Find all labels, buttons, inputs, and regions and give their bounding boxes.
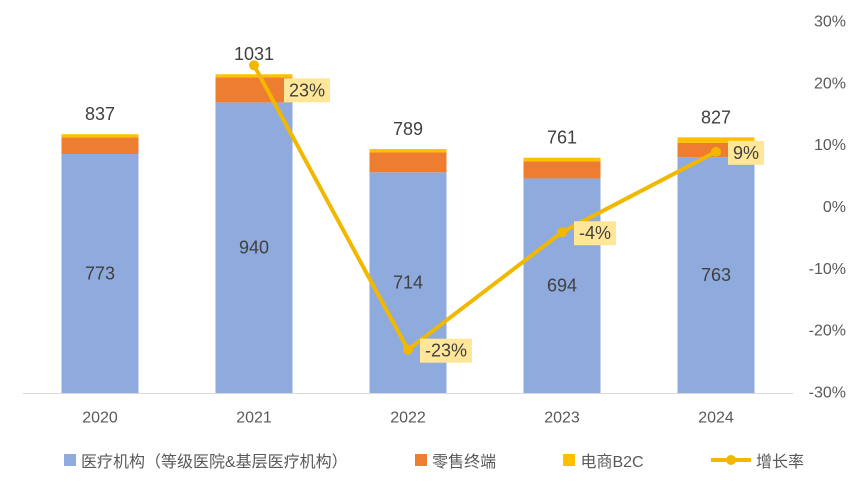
right-axis-tick-label: 10% <box>814 137 846 154</box>
right-axis-tick-label: 20% <box>814 75 846 92</box>
legend-marker-growth-rate <box>725 455 736 465</box>
line-value-label-box-growth-rate-2024 <box>728 140 765 165</box>
bar-segment-medical-institutions-2024 <box>677 157 755 393</box>
right-axis-tick-label: -20% <box>809 323 846 340</box>
right-axis-tick-label: 30% <box>814 14 846 31</box>
x-axis-tick-label-2023: 2023 <box>544 410 580 427</box>
bar-value-label-medical-institutions-2020: 773 <box>85 264 115 284</box>
line-point-group <box>249 60 721 355</box>
total-label-2020: 837 <box>85 104 115 124</box>
line-value-label-growth-rate-2022: -23% <box>425 341 467 361</box>
total-label-2022: 789 <box>393 119 423 139</box>
bar-segment-retail-terminals-2020 <box>61 137 139 155</box>
x-axis-tick-label-2020: 2020 <box>82 410 118 427</box>
line-value-label-growth-rate-2021: 23% <box>289 80 325 100</box>
line-point-growth-rate-2022 <box>403 344 413 355</box>
bar-segment-ecommerce-b2c-2021 <box>215 74 293 78</box>
right-axis: 30% 20% 10% 0% -10% -20% -30% <box>809 14 846 402</box>
legend-label-retail-terminals: 零售终端 <box>432 454 497 471</box>
right-axis-tick-label: 0% <box>823 199 846 216</box>
legend-item-retail-terminals: 零售终端 <box>415 448 496 472</box>
line-value-label-growth-rate-2024: 9% <box>733 143 759 163</box>
line-point-growth-rate-2021 <box>249 60 259 71</box>
bar-segment-ecommerce-b2c-2024 <box>677 137 755 143</box>
total-label-2024: 827 <box>701 107 731 127</box>
legend-label-growth-rate: 增长率 <box>755 454 804 471</box>
bar-value-label-medical-institutions-2022: 714 <box>393 273 423 293</box>
bar-segment-medical-institutions-2021 <box>215 102 293 393</box>
bar-value-label-medical-institutions-2023: 694 <box>547 276 577 296</box>
bar-segment-medical-institutions-2020 <box>61 154 139 393</box>
bar-segment-retail-terminals-2021 <box>215 77 293 103</box>
legend-label-medical-institutions: 医疗机构（等级医院&基层医疗机构） <box>81 454 348 471</box>
legend-swatch-growth-rate <box>710 455 751 465</box>
legend-swatch-retail-terminals <box>415 454 428 466</box>
line-value-label-box-growth-rate-2022 <box>420 338 473 363</box>
x-axis: 2020 2021 2022 2023 2024 <box>82 410 734 427</box>
bar-segment-retail-terminals-2022 <box>369 152 447 173</box>
stacked-bar-line-chart: 773 837 940 1031 714 789 694 761 763 827 23% -23% -4… <box>23 14 846 427</box>
line-value-label-growth-rate-2023: -4% <box>579 223 611 243</box>
legend-item-ecommerce-b2c: 电商B2C <box>563 448 644 472</box>
total-label-2021: 1031 <box>234 44 274 64</box>
right-axis-tick-label: -10% <box>809 261 846 278</box>
bar-segment-ecommerce-b2c-2020 <box>61 134 139 138</box>
series-line-growth-rate <box>252 63 718 352</box>
legend-item-medical-institutions: 医疗机构（等级医院&基层医疗机构） <box>64 448 348 472</box>
legend: 医疗机构（等级医院&基层医疗机构） 零售终端 电商B2C 增长率 <box>64 449 804 471</box>
line-value-label-box-growth-rate-2021 <box>284 78 331 103</box>
line-value-label-box-growth-rate-2023 <box>574 221 617 246</box>
bar-segment-ecommerce-b2c-2022 <box>369 149 447 153</box>
x-axis-tick-label-2024: 2024 <box>698 410 734 427</box>
line-point-growth-rate-2023 <box>557 227 567 238</box>
line-point-growth-rate-2024 <box>711 146 721 157</box>
total-label-2023: 761 <box>547 128 577 148</box>
bar-group <box>61 74 755 393</box>
legend-item-growth-rate: 增长率 <box>710 448 804 472</box>
x-axis-tick-label-2022: 2022 <box>390 410 426 427</box>
legend-label-ecommerce-b2c: 电商B2C <box>580 454 644 471</box>
bar-segment-ecommerce-b2c-2023 <box>523 157 601 162</box>
bar-segment-medical-institutions-2023 <box>523 178 601 393</box>
legend-swatch-medical-institutions <box>64 454 76 466</box>
x-axis-tick-label-2021: 2021 <box>236 410 272 427</box>
line-label-group: 23% -23% -4% 9% <box>284 78 765 363</box>
legend-swatch-ecommerce-b2c <box>563 454 576 466</box>
bar-value-label-medical-institutions-2024: 763 <box>701 265 731 285</box>
bar-label-group: 773 837 940 1031 714 789 694 761 763 827 <box>85 44 731 295</box>
right-axis-tick-label: -30% <box>809 385 846 402</box>
bar-value-label-medical-institutions-2021: 940 <box>239 238 269 258</box>
bar-segment-retail-terminals-2023 <box>523 161 601 179</box>
